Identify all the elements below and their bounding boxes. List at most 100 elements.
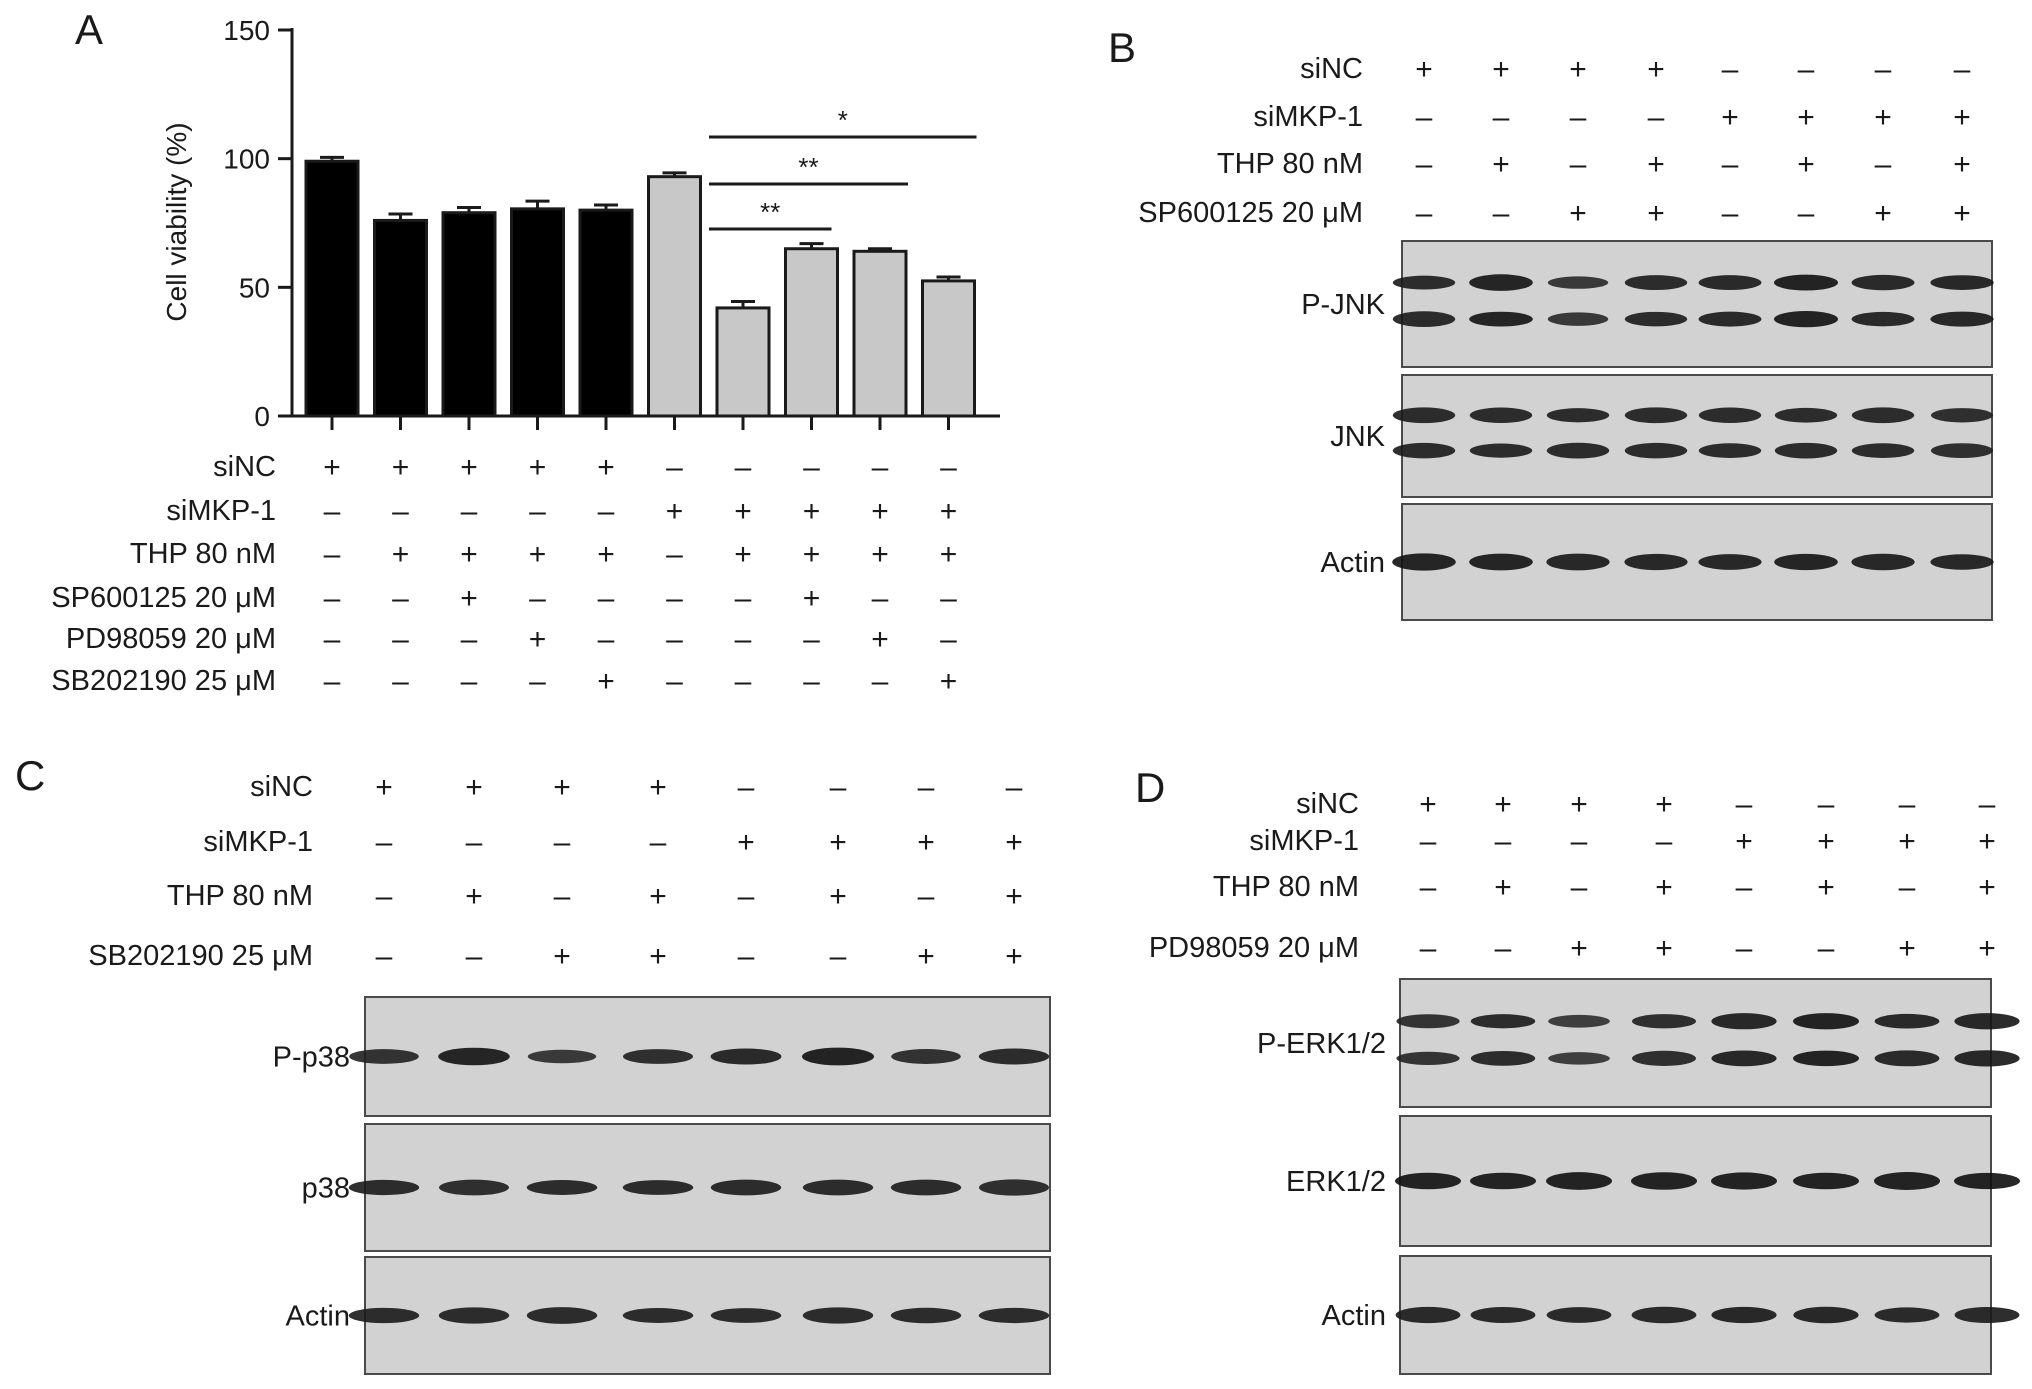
minus-sign: – — [1818, 932, 1835, 965]
blot-band — [1547, 312, 1609, 326]
y-tick-label: 100 — [223, 144, 270, 175]
condition-label: siMKP-1 — [203, 826, 313, 858]
blot-band — [1632, 1050, 1696, 1066]
minus-sign: – — [1979, 788, 1996, 821]
plus-sign: + — [1655, 932, 1673, 965]
plus-sign: + — [323, 451, 341, 484]
blot-band — [1793, 1013, 1859, 1030]
blot-band — [1711, 1050, 1777, 1067]
minus-sign: – — [529, 665, 546, 698]
blot-band — [1631, 1306, 1697, 1324]
condition-label: siMKP-1 — [1249, 825, 1359, 857]
plus-sign: + — [803, 538, 821, 571]
plus-sign: + — [871, 495, 889, 528]
bar — [578, 208, 634, 418]
minus-sign: – — [872, 451, 889, 484]
blot-band — [1470, 1014, 1536, 1029]
minus-sign: – — [666, 582, 683, 615]
plus-sign: + — [803, 495, 821, 528]
minus-sign: – — [392, 665, 409, 698]
blot-label: Actin — [1322, 1300, 1386, 1332]
blot-band — [1874, 1172, 1940, 1190]
blot-band — [1469, 553, 1533, 571]
panel-letter-d: D — [1135, 764, 1165, 811]
plus-sign: + — [597, 538, 615, 571]
blot-band — [1774, 407, 1838, 423]
blot-band — [1632, 1014, 1696, 1029]
minus-sign: – — [940, 582, 957, 615]
blot-band — [1546, 1307, 1612, 1323]
blot-label: P-p38 — [273, 1042, 350, 1074]
blot-band — [1624, 407, 1688, 424]
blot-band — [1851, 407, 1915, 424]
blot-band — [623, 1049, 693, 1064]
plus-sign: + — [940, 538, 958, 571]
plus-sign: + — [1953, 148, 1971, 181]
blot-label: Actin — [286, 1301, 350, 1333]
blot-band — [1851, 274, 1915, 291]
minus-sign: – — [666, 623, 683, 656]
blot-band — [1774, 274, 1838, 291]
blot-band — [978, 1307, 1050, 1324]
blot-band — [1851, 553, 1915, 571]
blot-label: P-ERK1/2 — [1257, 1028, 1386, 1060]
blot-band — [1711, 1172, 1777, 1190]
minus-sign: – — [324, 538, 341, 571]
blot-band — [1631, 1172, 1697, 1190]
minus-sign: – — [666, 665, 683, 698]
blot-band — [1392, 407, 1456, 424]
plus-sign: + — [829, 826, 847, 859]
panel-c-western-blot: siNC + + + + – – – – siMKP-1 – – – – + + + + THP 80 nM – + – +… — [88, 771, 1051, 1375]
bar — [373, 218, 428, 418]
blot-band — [1624, 553, 1688, 571]
blot-band — [1874, 1307, 1940, 1323]
blot-band — [1698, 554, 1762, 570]
blot-band — [348, 1179, 420, 1196]
blot-band — [348, 1307, 420, 1324]
plus-sign: + — [460, 451, 478, 484]
minus-sign: – — [735, 665, 752, 698]
blot-band — [1395, 1172, 1461, 1190]
plus-sign: + — [1005, 880, 1023, 913]
blot-band — [1930, 554, 1994, 570]
plus-sign: + — [529, 451, 547, 484]
minus-sign: – — [529, 582, 546, 615]
plus-sign: + — [1721, 101, 1739, 134]
minus-sign: – — [830, 771, 847, 804]
blot-band — [1698, 275, 1762, 291]
blot-band — [527, 1049, 597, 1064]
condition-label: siNC — [1300, 53, 1363, 85]
blot-band — [1546, 1172, 1612, 1190]
minus-sign: – — [1648, 101, 1665, 134]
plus-sign: + — [649, 880, 667, 913]
plus-sign: + — [1415, 53, 1433, 86]
significance-label: ** — [798, 152, 818, 182]
minus-sign: – — [650, 826, 667, 859]
plus-sign: + — [1569, 53, 1587, 86]
minus-sign: – — [738, 940, 755, 973]
blot-band — [890, 1179, 962, 1196]
minus-sign: – — [738, 771, 755, 804]
minus-sign: – — [940, 451, 957, 484]
blot-band — [1851, 443, 1915, 458]
plus-sign: + — [1953, 101, 1971, 134]
plus-sign: + — [1492, 148, 1510, 181]
blot-membrane — [1401, 374, 1993, 498]
blot-band — [349, 1049, 419, 1064]
minus-sign: – — [554, 880, 571, 913]
bar — [784, 247, 839, 418]
plus-sign: + — [1735, 825, 1753, 858]
blot-band — [802, 1179, 874, 1196]
plus-sign: + — [392, 451, 410, 484]
plus-sign: + — [597, 451, 615, 484]
blot-label: p38 — [302, 1173, 350, 1205]
blot-band — [1392, 553, 1456, 571]
condition-label: SB202190 25 μM — [88, 940, 313, 972]
minus-sign: – — [918, 880, 935, 913]
plus-sign: + — [529, 538, 547, 571]
minus-sign: – — [392, 623, 409, 656]
plus-sign: + — [1492, 53, 1510, 86]
condition-label: siNC — [250, 771, 313, 803]
minus-sign: – — [324, 582, 341, 615]
